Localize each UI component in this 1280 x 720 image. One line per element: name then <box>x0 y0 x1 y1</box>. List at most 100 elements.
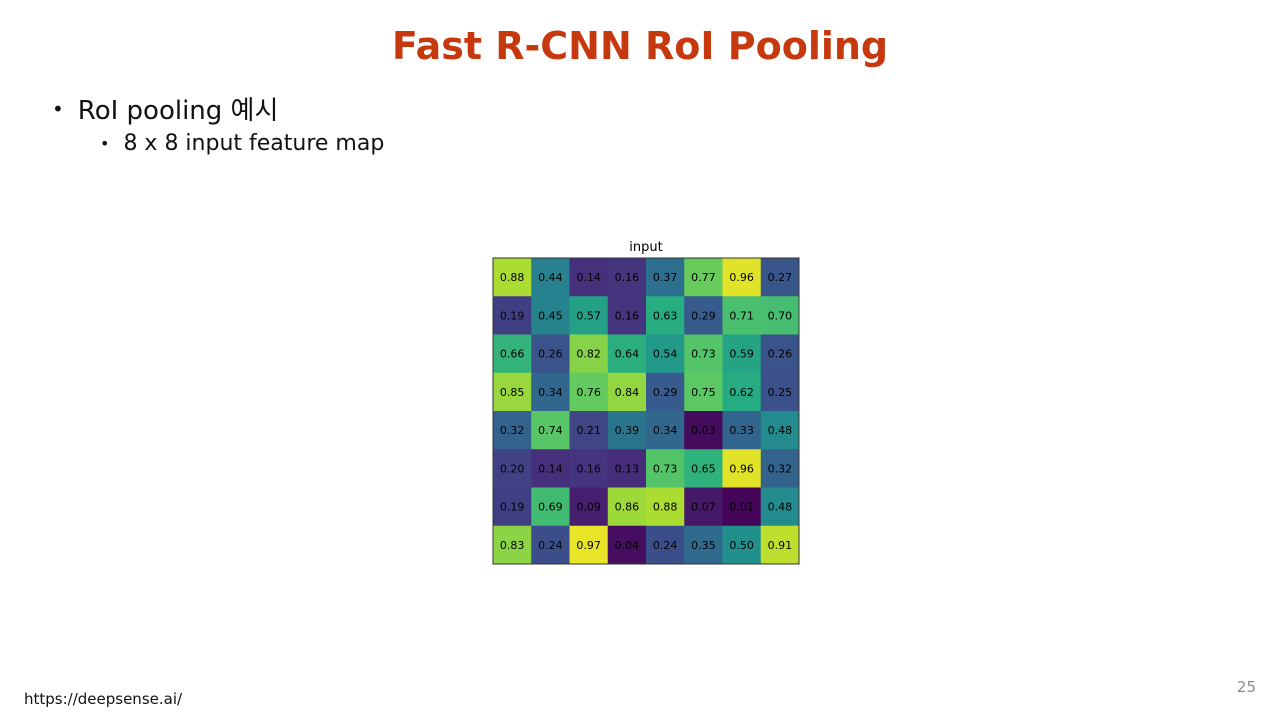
heatmap-cell-label: 0.66 <box>500 348 525 361</box>
heatmap-cell-r6-c1 <box>531 487 570 527</box>
heatmap-cell-r1-c2 <box>569 296 609 335</box>
bullet-level2: • 8 x 8 input feature map <box>100 131 384 156</box>
heatmap-cell-label: 0.37 <box>653 271 678 284</box>
heatmap-cell-r7-c2 <box>569 525 609 565</box>
heatmap-cell-label: 0.73 <box>691 348 716 361</box>
heatmap-cell-label: 0.57 <box>576 309 601 322</box>
heatmap-cell-label: 0.32 <box>500 424 525 437</box>
heatmap-cell-r5-c4 <box>646 449 685 488</box>
heatmap-cell-label: 0.16 <box>615 271 640 284</box>
heatmap-cell-r7-c1 <box>531 525 570 565</box>
heatmap-cell-label: 0.32 <box>768 462 793 475</box>
heatmap-cell-r0-c3 <box>607 258 647 297</box>
heatmap-cell-label: 0.86 <box>615 501 640 514</box>
heatmap-cell-r4-c5 <box>684 411 723 450</box>
heatmap-cell-r3-c5 <box>684 372 723 412</box>
heatmap-cell-r0-c2 <box>569 258 609 297</box>
heatmap-cell-label: 0.03 <box>691 424 716 437</box>
heatmap-cell-label: 0.70 <box>768 309 793 322</box>
heatmap-cell-label: 0.88 <box>500 271 525 284</box>
heatmap-cell-r4-c0 <box>493 411 532 450</box>
heatmap-cell-label: 0.50 <box>729 539 754 552</box>
heatmap-cell-label: 0.45 <box>538 309 563 322</box>
heatmap-cell-r5-c6 <box>722 449 762 488</box>
heatmap-cell-r2-c5 <box>684 334 723 374</box>
heatmap-cell-r4-c7 <box>760 411 800 450</box>
heatmap-cell-label: 0.62 <box>729 386 754 399</box>
heatmap-cell-r6-c4 <box>646 487 685 527</box>
heatmap-cell-label: 0.71 <box>729 309 754 322</box>
heatmap-cell-label: 0.39 <box>615 424 640 437</box>
heatmap-cell-label: 0.35 <box>691 539 716 552</box>
heatmap-cell-r3-c4 <box>646 372 685 412</box>
heatmap-cell-r7-c4 <box>646 525 685 565</box>
heatmap-cell-label: 0.21 <box>576 424 601 437</box>
heatmap-cell-label: 0.14 <box>576 271 601 284</box>
heatmap-cell-label: 0.34 <box>538 386 563 399</box>
heatmap-cell-r0-c0 <box>493 258 532 297</box>
heatmap-cell-r5-c5 <box>684 449 723 488</box>
heatmap-cell-label: 0.25 <box>768 386 793 399</box>
heatmap-title: input <box>629 240 663 255</box>
heatmap-cell-label: 0.96 <box>729 271 754 284</box>
bullet-dot-icon: • <box>100 134 110 153</box>
heatmap-cell-r6-c2 <box>569 487 609 527</box>
heatmap-cell-label: 0.63 <box>653 309 678 322</box>
heatmap-frame <box>492 257 800 565</box>
heatmap-cell-label: 0.16 <box>576 462 601 475</box>
heatmap-cell-label: 0.59 <box>729 348 754 361</box>
heatmap-cell-r6-c0 <box>493 487 532 527</box>
bullet-level2-text: 8 x 8 input feature map <box>123 131 385 156</box>
heatmap-cell-r4-c1 <box>531 411 570 450</box>
heatmap-cell-r7-c6 <box>722 525 762 565</box>
heatmap-cell-label: 0.13 <box>615 462 640 475</box>
heatmap-cell-r6-c6 <box>722 487 762 527</box>
heatmap-cell-r3-c3 <box>607 372 647 412</box>
heatmap-cell-r0-c1 <box>531 258 570 297</box>
heatmap-cell-r2-c0 <box>493 334 532 374</box>
heatmap-cell-r4-c6 <box>722 411 762 450</box>
heatmap-cell-r2-c3 <box>607 334 647 374</box>
heatmap-cell-label: 0.48 <box>768 501 793 514</box>
heatmap-cell-r3-c6 <box>722 372 762 412</box>
heatmap-cell-label: 0.85 <box>500 386 525 399</box>
heatmap-cell-r1-c0 <box>493 296 532 335</box>
heatmap-cell-label: 0.27 <box>768 271 793 284</box>
heatmap-cell-r4-c4 <box>646 411 685 450</box>
heatmap-cell-label: 0.19 <box>500 501 525 514</box>
heatmap-cell-r1-c5 <box>684 296 723 335</box>
page-number: 25 <box>1236 678 1256 696</box>
heatmap-cell-r1-c4 <box>646 296 685 335</box>
heatmap-cell-r3-c7 <box>760 372 800 412</box>
slide-title: Fast R-CNN RoI Pooling <box>391 24 889 68</box>
heatmap-cell-r1-c1 <box>531 296 570 335</box>
bullet-level1-text: RoI pooling 예시 <box>77 96 279 126</box>
heatmap-cell-label: 0.29 <box>691 309 716 322</box>
bullet-dot-icon: • <box>52 96 64 121</box>
heatmap-cell-r5-c3 <box>607 449 647 488</box>
heatmap-cell-label: 0.96 <box>729 462 754 475</box>
heatmap-cell-r5-c1 <box>531 449 570 488</box>
heatmap-cell-label: 0.82 <box>576 348 601 361</box>
heatmap-cell-r3-c0 <box>493 372 532 412</box>
heatmap-cell-r1-c3 <box>607 296 647 335</box>
heatmap-cell-label: 0.65 <box>691 462 716 475</box>
heatmap-cell-label: 0.64 <box>615 348 640 361</box>
heatmap-cell-label: 0.76 <box>576 386 601 399</box>
heatmap-cell-r2-c2 <box>569 334 609 374</box>
heatmap-cell-label: 0.77 <box>691 271 716 284</box>
heatmap-cell-label: 0.97 <box>576 539 601 552</box>
heatmap-cell-r4-c3 <box>607 411 647 450</box>
heatmap-cell-label: 0.88 <box>653 501 678 514</box>
heatmap-cell-label: 0.26 <box>768 348 793 361</box>
heatmap-cell-label: 0.24 <box>653 539 678 552</box>
heatmap-cell-label: 0.33 <box>729 424 754 437</box>
heatmap-cell-label: 0.48 <box>768 424 793 437</box>
heatmap-cell-r7-c7 <box>760 525 800 565</box>
heatmap-cell-r0-c7 <box>760 258 800 297</box>
heatmap-cell-r1-c7 <box>760 296 800 335</box>
heatmap-cell-r6-c5 <box>684 487 723 527</box>
heatmap-cell-label: 0.75 <box>691 386 716 399</box>
heatmap-cell-label: 0.91 <box>768 539 793 552</box>
heatmap-cell-label: 0.16 <box>615 309 640 322</box>
